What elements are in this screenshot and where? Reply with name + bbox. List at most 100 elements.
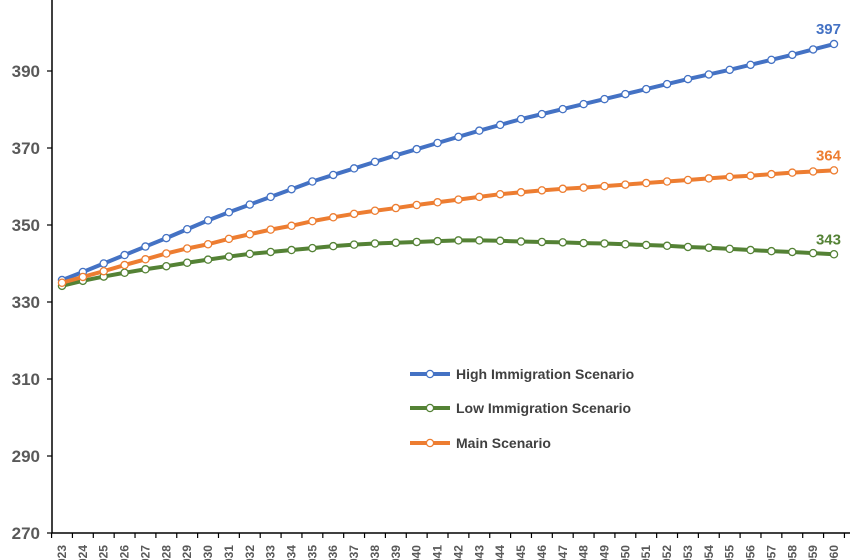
data-point xyxy=(808,248,818,258)
y-tick-label: 390 xyxy=(12,62,40,81)
data-point xyxy=(725,172,734,182)
x-tick-label: 2030 xyxy=(201,545,215,560)
data-point xyxy=(767,169,776,179)
data-point xyxy=(454,132,463,142)
data-point xyxy=(120,260,129,270)
data-point xyxy=(162,233,171,243)
data-point xyxy=(266,247,275,257)
data-point xyxy=(308,177,317,186)
legend-item: Main Scenario xyxy=(410,435,551,451)
data-point xyxy=(704,174,714,183)
data-point xyxy=(579,183,588,192)
legend-label: High Immigration Scenario xyxy=(456,366,634,382)
data-point xyxy=(57,278,67,287)
end-value-label: 364 xyxy=(816,147,842,164)
data-point xyxy=(767,55,776,65)
data-point xyxy=(308,216,317,226)
x-tick-label: 2057 xyxy=(764,545,778,560)
data-point xyxy=(495,120,505,130)
x-tick-label: 2026 xyxy=(118,545,132,560)
data-point xyxy=(433,236,442,246)
data-point xyxy=(162,249,171,258)
data-point xyxy=(391,203,401,213)
data-point xyxy=(725,65,734,75)
data-point xyxy=(621,89,630,99)
data-point xyxy=(203,255,213,264)
data-point xyxy=(558,184,568,194)
end-value-label: 343 xyxy=(816,231,841,248)
x-tick-label: 2056 xyxy=(744,545,758,560)
data-point xyxy=(746,60,755,70)
data-point xyxy=(245,229,255,239)
x-tick-label: 2029 xyxy=(180,545,194,560)
data-point xyxy=(203,216,213,225)
x-tick-label: 2052 xyxy=(660,545,674,560)
data-point xyxy=(370,157,380,167)
series-high-immigration-scenario xyxy=(57,39,839,285)
x-tick-label: 2024 xyxy=(76,545,90,560)
data-point xyxy=(683,74,693,84)
data-point xyxy=(537,109,547,119)
x-tick-label: 2049 xyxy=(597,545,611,560)
x-tick-label: 2033 xyxy=(264,545,278,560)
data-point xyxy=(182,258,192,267)
data-point xyxy=(141,265,150,274)
y-tick-label: 330 xyxy=(12,293,40,312)
data-point xyxy=(182,224,192,234)
data-point xyxy=(141,242,150,251)
data-point xyxy=(287,184,296,194)
data-point xyxy=(328,241,338,251)
x-tick-label: 2036 xyxy=(326,545,340,560)
data-point xyxy=(266,225,275,234)
data-point xyxy=(600,94,609,104)
data-point xyxy=(433,138,442,148)
data-point xyxy=(391,238,401,247)
data-point xyxy=(788,247,797,257)
x-tick-label: 2050 xyxy=(618,545,632,560)
data-point xyxy=(391,151,401,160)
data-point xyxy=(579,238,588,248)
data-point xyxy=(746,171,755,180)
x-tick-label: 2037 xyxy=(347,545,361,560)
data-point xyxy=(558,238,568,247)
x-tick-label: 2031 xyxy=(222,545,236,560)
data-point xyxy=(641,240,651,250)
data-point xyxy=(704,243,714,252)
data-point xyxy=(349,164,359,173)
y-tick-label: 370 xyxy=(12,139,40,158)
data-point xyxy=(683,175,693,185)
legend-label: Low Immigration Scenario xyxy=(456,400,631,416)
y-tick-label: 410 xyxy=(12,0,40,4)
data-point xyxy=(808,45,818,54)
series-line xyxy=(61,42,835,282)
data-point xyxy=(829,166,839,175)
data-point xyxy=(245,249,255,259)
y-tick-label: 290 xyxy=(12,447,40,466)
x-tick-label: 2032 xyxy=(243,545,257,560)
data-point xyxy=(203,239,213,249)
x-tick-label: 2053 xyxy=(681,545,695,560)
data-point xyxy=(558,104,568,114)
x-tick-label: 2058 xyxy=(785,545,799,560)
data-point xyxy=(475,236,484,245)
data-point xyxy=(641,178,651,188)
data-point xyxy=(516,188,526,197)
data-point xyxy=(224,208,234,217)
x-tick-label: 2060 xyxy=(827,545,841,560)
data-point xyxy=(224,252,234,261)
legend-marker xyxy=(425,438,435,448)
legend-item: Low Immigration Scenario xyxy=(410,400,631,416)
x-tick-label: 2059 xyxy=(806,545,820,560)
data-point xyxy=(808,167,818,176)
x-tick-label: 2038 xyxy=(368,545,382,560)
data-point xyxy=(370,206,380,216)
data-point xyxy=(454,236,463,245)
data-point xyxy=(495,236,505,246)
x-tick-label: 2055 xyxy=(723,545,737,560)
y-tick-label: 270 xyxy=(12,524,40,543)
data-point xyxy=(495,189,505,199)
x-tick-label: 2028 xyxy=(159,545,173,560)
legend-item: High Immigration Scenario xyxy=(410,366,634,382)
data-point xyxy=(370,239,380,248)
data-point xyxy=(412,237,421,247)
